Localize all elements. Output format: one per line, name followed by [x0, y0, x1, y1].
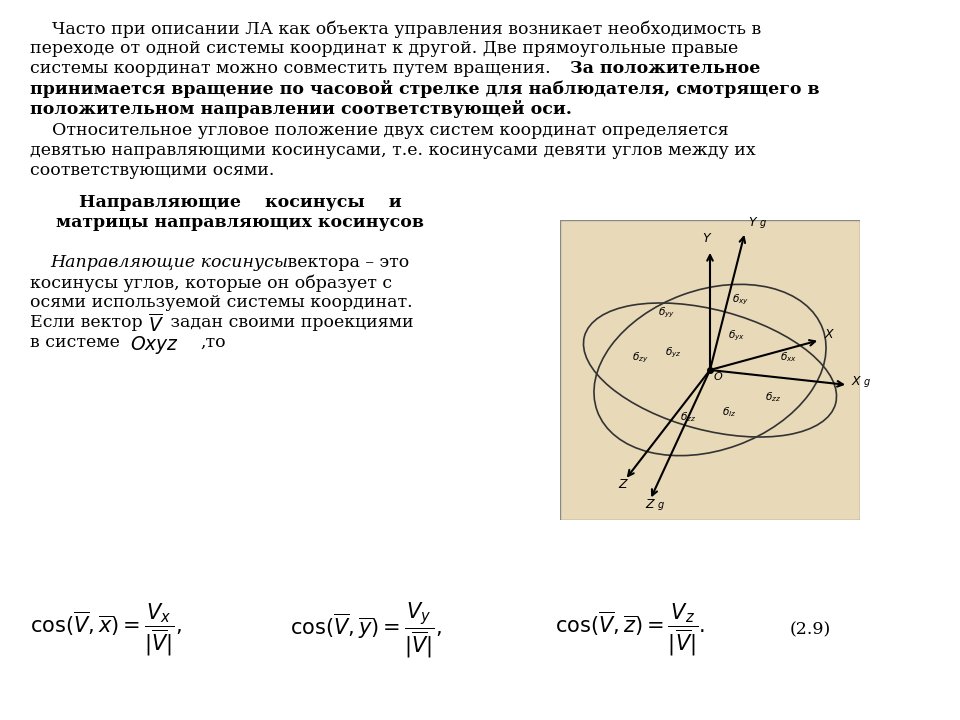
- Text: Направляющие косинусы: Направляющие косинусы: [50, 254, 288, 271]
- Text: принимается вращение по часовой стрелке для наблюдателя, смотрящего в: принимается вращение по часовой стрелке …: [30, 80, 820, 98]
- Text: $б_{xy}$: $б_{xy}$: [732, 292, 749, 307]
- Text: $б_{zz}$: $б_{zz}$: [765, 390, 781, 404]
- Text: (2.9): (2.9): [790, 621, 831, 639]
- Text: $б_{yy}$: $б_{yy}$: [658, 305, 675, 320]
- Text: $б_{yz}$: $б_{yz}$: [665, 346, 682, 360]
- Text: вектора – это: вектора – это: [282, 254, 409, 271]
- Text: системы координат можно совместить путем вращения.: системы координат можно совместить путем…: [30, 60, 556, 77]
- Text: матрицы направляющих косинусов: матрицы направляющих косинусов: [56, 214, 424, 231]
- Text: Часто при описании ЛА как объекта управления возникает необходимость в: Часто при описании ЛА как объекта управл…: [30, 20, 761, 37]
- Text: Y: Y: [748, 216, 756, 229]
- Text: Z: Z: [645, 498, 654, 511]
- Text: $б_{zz}$: $б_{zz}$: [680, 410, 696, 424]
- Text: ,то: ,то: [200, 334, 226, 351]
- FancyBboxPatch shape: [560, 220, 860, 520]
- Text: положительном направлении соответствующей оси.: положительном направлении соответствующе…: [30, 100, 572, 118]
- Text: За положительное: За положительное: [570, 60, 760, 77]
- Text: $б_{yx}$: $б_{yx}$: [728, 328, 745, 343]
- Text: $\cos(\overline{V},\overline{x})=\dfrac{V_x}{|\overline{V}|},$: $\cos(\overline{V},\overline{x})=\dfrac{…: [30, 602, 182, 658]
- Text: задан своими проекциями: задан своими проекциями: [165, 314, 414, 331]
- Text: $\cos(\overline{V},\overline{y})=\dfrac{V_y}{|\overline{V}|},$: $\cos(\overline{V},\overline{y})=\dfrac{…: [290, 600, 442, 660]
- Text: $б_{lz}$: $б_{lz}$: [722, 405, 736, 419]
- Text: g: g: [658, 500, 664, 510]
- Text: Z: Z: [618, 478, 627, 491]
- Text: X: X: [852, 375, 860, 388]
- Text: $\overline{V}$: $\overline{V}$: [148, 314, 164, 336]
- Text: X: X: [825, 328, 833, 341]
- Text: $\it{Oxyz}$: $\it{Oxyz}$: [130, 334, 180, 356]
- Text: соответствующими осями.: соответствующими осями.: [30, 162, 275, 179]
- Text: косинусы углов, которые он образует с: косинусы углов, которые он образует с: [30, 274, 392, 292]
- Text: девятью направляющими косинусами, т.е. косинусами девяти углов между их: девятью направляющими косинусами, т.е. к…: [30, 142, 756, 159]
- Text: g: g: [864, 377, 871, 387]
- Text: $б_{zy}$: $б_{zy}$: [632, 351, 649, 365]
- Text: в системе: в системе: [30, 334, 120, 351]
- Text: g: g: [760, 218, 766, 228]
- Text: $\cos(\overline{V},\overline{z})=\dfrac{V_z}{|\overline{V}|}.$: $\cos(\overline{V},\overline{z})=\dfrac{…: [555, 602, 706, 658]
- Text: Относительное угловое положение двух систем координат определяется: Относительное угловое положение двух сис…: [30, 122, 729, 139]
- Text: Направляющие    косинусы    и: Направляющие косинусы и: [79, 194, 401, 211]
- Text: Y: Y: [702, 232, 709, 245]
- Text: $б_{xx}$: $б_{xx}$: [780, 350, 797, 364]
- Text: осями используемой системы координат.: осями используемой системы координат.: [30, 294, 413, 311]
- Text: переходе от одной системы координат к другой. Две прямоугольные правые: переходе от одной системы координат к др…: [30, 40, 738, 57]
- Text: Если вектор: Если вектор: [30, 314, 143, 331]
- Text: O: O: [714, 372, 723, 382]
